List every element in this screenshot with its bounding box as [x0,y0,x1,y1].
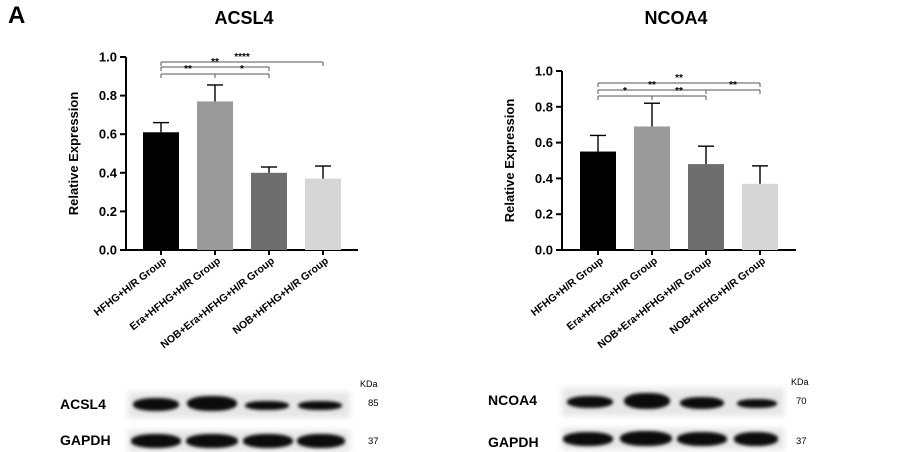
ncoa4-band-1 [567,396,613,408]
gapdh-right-band-2 [620,431,672,446]
significance-label: * [240,64,244,75]
y-tick-label: 0.6 [535,135,553,150]
gapdh-right-band-1 [563,432,613,446]
bar [251,172,287,250]
significance-label: ** [648,80,656,91]
y-tick-label: 0.4 [99,165,118,180]
significance-label: ** [729,80,737,91]
gapdh-left-band-4 [297,434,345,448]
y-tick-label: 1.0 [535,64,553,79]
panel-label: A [8,2,26,29]
gapdh-right-band-3 [677,432,727,446]
y-tick-label: 0.6 [99,127,117,142]
acsl4-band-3 [245,401,289,410]
bar [580,151,616,250]
ncoa4-band-3 [680,397,724,409]
y-tick-label: 0.0 [535,243,553,258]
significance-label: ** [184,64,192,75]
significance-label: * [623,86,627,97]
y-tick-label: 0.2 [99,204,117,219]
category-label: NOB+HFHG+H/R Group [231,255,331,337]
bar [742,183,778,250]
acsl4-band-1 [133,398,179,411]
acsl4-blot-label: ACSL4 [60,396,106,412]
kda-unit-label: KDa [360,379,378,389]
y-tick-label: 0.8 [99,88,117,103]
bar [634,126,670,250]
gapdh-blot-label-left: GAPDH [60,432,111,448]
category-label: NOB+Era+HFHG+H/R Group [158,255,276,351]
gapdh-mw-label-right: 37 [796,436,807,447]
acsl4-band-2 [187,396,237,411]
significance-label: **** [234,52,250,63]
gapdh-blot-label-right: GAPDH [488,434,539,450]
category-label: NOB+HFHG+H/R Group [668,255,768,337]
bar [197,101,233,250]
y-axis-label: Relative Expression [502,99,517,223]
y-tick-label: 0.0 [99,243,117,258]
kda-unit-label-right: KDa [791,377,809,387]
bar [305,178,341,250]
significance-label: ** [675,86,683,97]
bar [688,164,724,250]
acsl4-mw-label: 85 [368,398,379,409]
significance-label: ** [211,57,219,68]
category-label: Era+HFHG+H/R Group [128,255,223,333]
gapdh-mw-label-left: 37 [368,436,379,447]
chart-title: NCOA4 [644,8,707,28]
significance-label: ** [675,73,683,84]
category-label: NOB+Era+HFHG+H/R Group [595,255,713,351]
category-label: Era+HFHG+H/R Group [565,255,660,333]
ncoa4-blot-label: NCOA4 [488,392,538,408]
ncoa4-mw-label: 70 [796,396,807,407]
gapdh-right-band-4 [734,432,778,446]
y-tick-label: 0.4 [535,171,554,186]
ncoa4-band-2 [624,393,670,409]
bar [143,132,179,250]
acsl4-bar-chart: ACSL4 Relative Expression 0.0 0.2 0.4 0.6 0.8 1… [66,8,358,351]
y-tick-label: 0.8 [535,99,553,114]
y-axis-label: Relative Expression [66,92,81,216]
y-tick-label: 1.0 [99,50,117,65]
ncoa4-band-4 [737,399,777,408]
y-tick-label: 0.2 [535,207,553,222]
acsl4-band-4 [298,401,342,410]
gapdh-left-band-1 [131,434,181,448]
chart-title: ACSL4 [214,8,273,28]
ncoa4-bar-chart: NCOA4 Relative Expression 0.0 0.2 0.4 0.6 0.8 1… [502,8,796,351]
gapdh-left-band-3 [243,434,293,448]
gapdh-left-band-2 [186,434,238,448]
